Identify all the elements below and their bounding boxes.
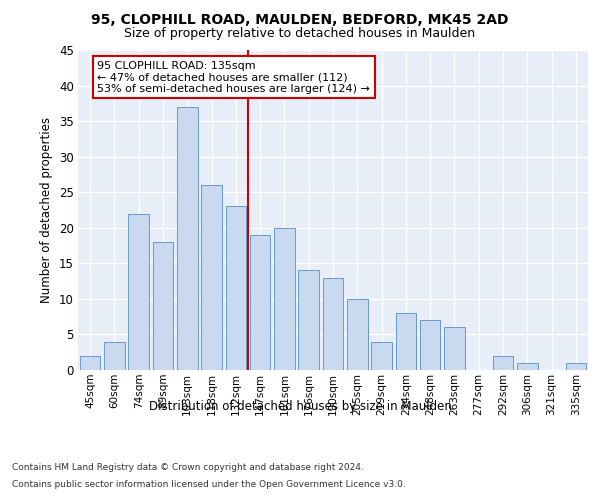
Text: Distribution of detached houses by size in Maulden: Distribution of detached houses by size …: [149, 400, 451, 413]
Bar: [128, 214, 149, 370]
Bar: [80, 356, 100, 370]
Bar: [517, 363, 538, 370]
Bar: [420, 320, 440, 370]
Bar: [298, 270, 319, 370]
Bar: [152, 242, 173, 370]
Text: Contains HM Land Registry data © Crown copyright and database right 2024.: Contains HM Land Registry data © Crown c…: [12, 462, 364, 471]
Bar: [250, 235, 271, 370]
Bar: [347, 299, 368, 370]
Bar: [493, 356, 514, 370]
Bar: [371, 342, 392, 370]
Bar: [104, 342, 125, 370]
Bar: [274, 228, 295, 370]
Bar: [226, 206, 246, 370]
Text: 95, CLOPHILL ROAD, MAULDEN, BEDFORD, MK45 2AD: 95, CLOPHILL ROAD, MAULDEN, BEDFORD, MK4…: [91, 12, 509, 26]
Bar: [566, 363, 586, 370]
Y-axis label: Number of detached properties: Number of detached properties: [40, 117, 53, 303]
Text: Size of property relative to detached houses in Maulden: Size of property relative to detached ho…: [124, 28, 476, 40]
Bar: [323, 278, 343, 370]
Text: Contains public sector information licensed under the Open Government Licence v3: Contains public sector information licen…: [12, 480, 406, 489]
Text: 95 CLOPHILL ROAD: 135sqm
← 47% of detached houses are smaller (112)
53% of semi-: 95 CLOPHILL ROAD: 135sqm ← 47% of detach…: [97, 60, 370, 94]
Bar: [444, 328, 465, 370]
Bar: [395, 313, 416, 370]
Bar: [201, 185, 222, 370]
Bar: [177, 107, 197, 370]
